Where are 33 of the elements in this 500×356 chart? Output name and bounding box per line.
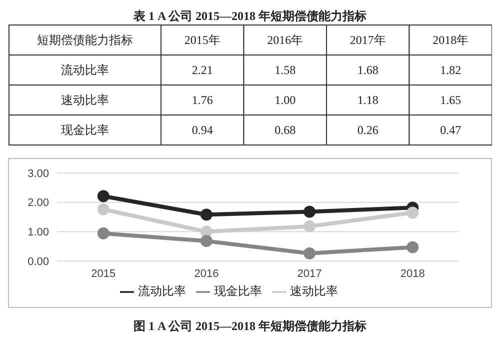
caption: 图 1 A 公司 2015—2018 年短期偿债能力指标 [132, 318, 368, 334]
y-tick-label: 速动比率 [61, 93, 109, 107]
legend-label: 流动比率 [138, 284, 186, 298]
data-label: 0.47 [440, 123, 462, 137]
y-tick-label: 0.00 [28, 256, 49, 268]
legend-label: 现金比率 [214, 284, 262, 298]
data-label: 1.76 [192, 93, 213, 107]
data-label: 0.94 [192, 123, 213, 137]
data-label: 1.18 [357, 93, 378, 107]
y-tick-label: 现金比率 [61, 123, 109, 137]
data-label: 1.82 [440, 63, 462, 77]
data-label: 1.00 [274, 93, 296, 107]
data-label: 1.68 [357, 63, 378, 77]
y-tick-label: 1.00 [28, 226, 49, 239]
data-label: 0.26 [357, 123, 378, 137]
text: 短期偿债能力指标 [37, 33, 133, 47]
data-label: 0.68 [274, 123, 296, 137]
x-tick-label: 2016年 [267, 33, 304, 47]
y-tick-label: 流动比率 [61, 63, 109, 77]
data-label: 1.58 [274, 63, 296, 77]
data-label: 2.21 [192, 63, 213, 77]
legend-label: 速动比率 [290, 284, 338, 298]
x-tick-label: 2015年 [184, 33, 220, 47]
x-tick-label: 2018年 [432, 33, 469, 47]
data-label: 1.65 [440, 93, 462, 107]
y-tick-label: 2.00 [28, 197, 49, 210]
x-tick-label: 2016 [194, 268, 219, 280]
x-tick-label: 2017年 [350, 33, 386, 47]
x-tick-label: 2017 [297, 268, 322, 280]
y-tick-label: 3.00 [28, 168, 49, 180]
x-tick-label: 2018 [400, 268, 425, 280]
x-tick-label: 2015 [91, 268, 116, 280]
chart-title: 表 1 A 公司 2015—2018 年短期偿债能力指标 [132, 8, 368, 24]
